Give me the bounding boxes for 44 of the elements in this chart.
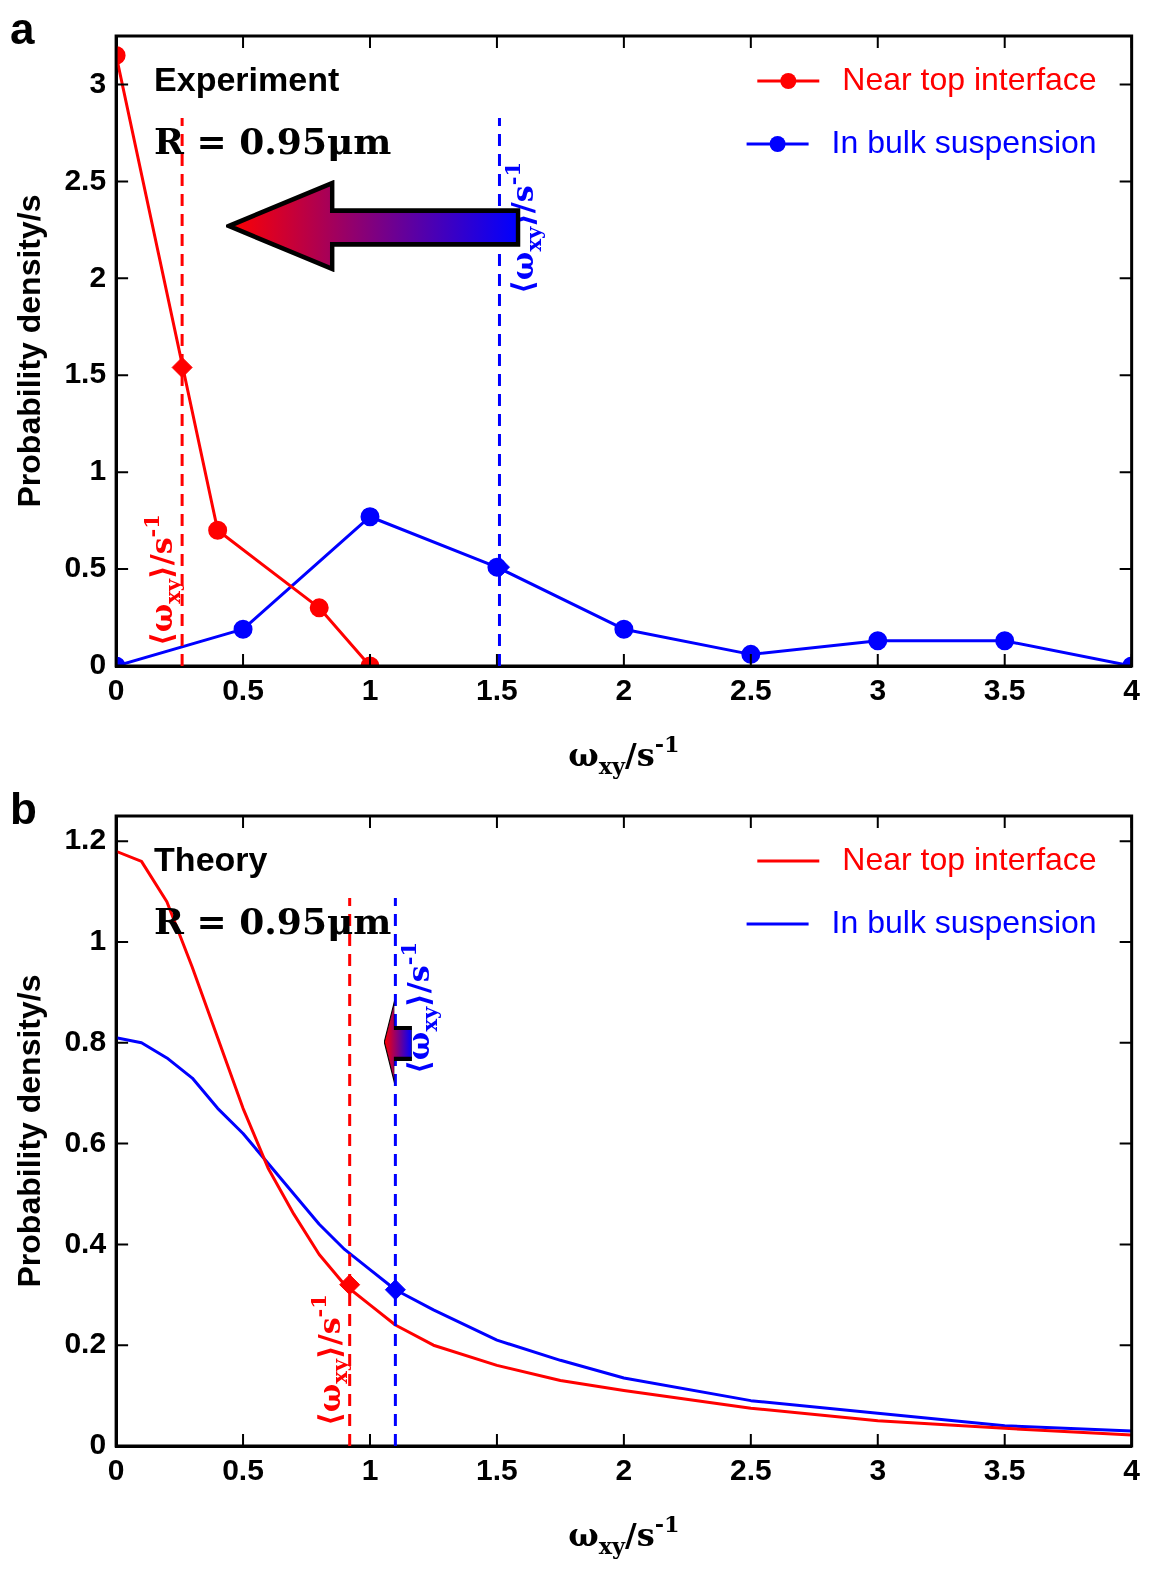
annotation: Theory xyxy=(154,840,268,878)
ref-line-label: ⟨ωxy⟩/s-1 xyxy=(138,514,185,646)
y-tick-label: 0.2 xyxy=(64,1326,107,1360)
y-tick-label: 0.6 xyxy=(64,1124,107,1158)
y-tick-label: 0 xyxy=(89,1427,107,1461)
x-tick-label: 2.5 xyxy=(729,1453,772,1487)
y-tick-label: 0.4 xyxy=(64,1225,107,1259)
y-tick-label: 0.8 xyxy=(64,1024,107,1058)
y-tick-label: 0.5 xyxy=(64,550,107,584)
y-axis-title: Probability density/s xyxy=(11,974,48,1288)
y-tick-label: 1.5 xyxy=(64,356,107,390)
x-tick-label: 1 xyxy=(361,673,379,707)
x-tick-label: 2 xyxy=(615,673,633,707)
y-tick-label: 3 xyxy=(89,65,107,99)
x-tick-label: 1 xyxy=(361,1453,379,1487)
x-tick-label: 0.5 xyxy=(222,1453,264,1487)
legend-label: Near top interface xyxy=(842,840,1097,877)
ref-line-label: ⟨ωxy⟩/s-1 xyxy=(395,942,442,1074)
legend-label: Near top interface xyxy=(842,60,1097,97)
annotation: R = 0.95μm xyxy=(154,120,392,162)
y-tick-label: 1 xyxy=(89,453,107,487)
chart-title: b xyxy=(10,784,37,834)
x-tick-label: 1.5 xyxy=(476,1453,518,1487)
annotation: Experiment xyxy=(154,60,340,98)
x-tick-label: 3.5 xyxy=(983,673,1026,707)
legend-label: In bulk suspension xyxy=(831,123,1097,160)
y-tick-label: 2.5 xyxy=(64,162,107,196)
x-tick-label: 4 xyxy=(1123,673,1141,707)
y-tick-label: 0 xyxy=(89,647,107,681)
y-tick-label: 1.2 xyxy=(64,822,107,856)
ref-line-label: ⟨ωxy⟩/s-1 xyxy=(306,1294,353,1426)
y-axis-title: Probability density/s xyxy=(11,194,48,508)
x-tick-label: 2 xyxy=(615,1453,633,1487)
y-tick-label: 2 xyxy=(89,259,107,293)
legend-label: In bulk suspension xyxy=(831,903,1097,940)
x-tick-label: 4 xyxy=(1123,1453,1141,1487)
x-tick-label: 2.5 xyxy=(729,673,772,707)
x-tick-label: 3 xyxy=(869,673,887,707)
y-tick-label: 1 xyxy=(89,923,107,957)
chart-title: a xyxy=(10,4,35,54)
x-tick-label: 0.5 xyxy=(222,673,264,707)
x-tick-label: 3 xyxy=(869,1453,887,1487)
x-tick-label: 1.5 xyxy=(476,673,518,707)
x-tick-label: 3.5 xyxy=(983,1453,1026,1487)
